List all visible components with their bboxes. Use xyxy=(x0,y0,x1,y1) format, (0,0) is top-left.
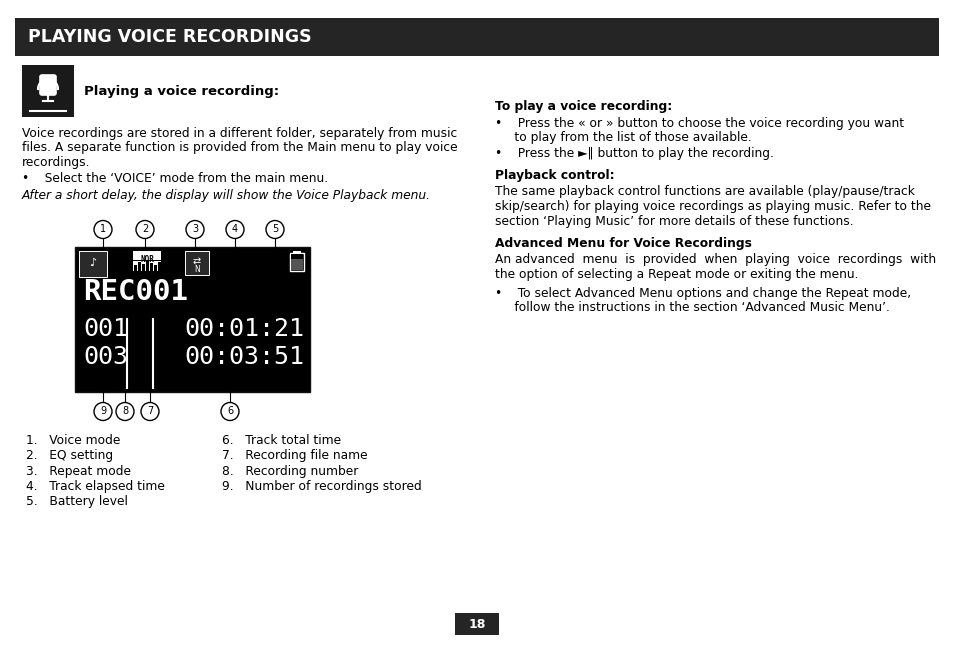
FancyBboxPatch shape xyxy=(40,75,56,95)
Text: 6: 6 xyxy=(227,406,233,417)
Text: •    To select Advanced Menu options and change the Repeat mode,: • To select Advanced Menu options and ch… xyxy=(495,286,910,299)
Circle shape xyxy=(94,221,112,239)
Text: 001: 001 xyxy=(83,317,128,341)
Text: Playing a voice recording:: Playing a voice recording: xyxy=(84,84,279,97)
Text: files. A separate function is provided from the Main menu to play voice: files. A separate function is provided f… xyxy=(22,141,457,155)
Text: To play a voice recording:: To play a voice recording: xyxy=(495,100,672,113)
Bar xyxy=(150,263,152,270)
Bar xyxy=(185,250,209,275)
Text: 4: 4 xyxy=(232,224,238,235)
Text: 8.   Recording number: 8. Recording number xyxy=(222,464,358,477)
Text: An advanced  menu  is  provided  when  playing  voice  recordings  with: An advanced menu is provided when playin… xyxy=(495,253,935,266)
Bar xyxy=(138,261,141,270)
Text: recordings.: recordings. xyxy=(22,156,91,169)
Bar xyxy=(142,264,145,270)
Text: 5: 5 xyxy=(272,224,278,235)
Bar xyxy=(22,65,74,117)
Bar xyxy=(79,250,107,277)
Text: skip/search) for playing voice recordings as playing music. Refer to the: skip/search) for playing voice recording… xyxy=(495,200,930,213)
Bar xyxy=(291,253,303,259)
Circle shape xyxy=(186,221,204,239)
Text: ⇄: ⇄ xyxy=(193,257,201,266)
Text: N: N xyxy=(193,264,200,273)
Bar xyxy=(132,261,161,270)
Circle shape xyxy=(141,402,159,421)
Text: NOR: NOR xyxy=(140,253,153,263)
Circle shape xyxy=(136,221,153,239)
Text: 6.   Track total time: 6. Track total time xyxy=(222,433,341,446)
Text: 3: 3 xyxy=(192,224,198,235)
Text: Voice recordings are stored in a different folder, separately from music: Voice recordings are stored in a differe… xyxy=(22,127,456,140)
Text: the option of selecting a Repeat mode or exiting the menu.: the option of selecting a Repeat mode or… xyxy=(495,268,858,281)
Bar xyxy=(133,264,137,270)
Bar xyxy=(15,18,938,56)
Bar xyxy=(455,613,498,635)
Text: •    Press the ►‖ button to play the recording.: • Press the ►‖ button to play the record… xyxy=(495,146,773,159)
Text: section ‘Playing Music’ for more details of these functions.: section ‘Playing Music’ for more details… xyxy=(495,215,853,228)
Circle shape xyxy=(94,402,112,421)
Text: 18: 18 xyxy=(468,617,485,631)
Text: 00:01:21: 00:01:21 xyxy=(184,317,304,341)
Circle shape xyxy=(221,402,239,421)
Text: 7: 7 xyxy=(147,406,153,417)
Text: 2.   EQ setting: 2. EQ setting xyxy=(26,449,113,462)
Text: NOR: NOR xyxy=(140,255,153,264)
Text: 9.   Number of recordings stored: 9. Number of recordings stored xyxy=(222,480,421,493)
Text: 1: 1 xyxy=(100,224,106,235)
Text: ♪: ♪ xyxy=(90,259,96,268)
Text: 2: 2 xyxy=(142,224,148,235)
Text: to play from the list of those available.: to play from the list of those available… xyxy=(495,131,751,144)
Circle shape xyxy=(116,402,133,421)
Bar xyxy=(293,250,301,253)
Circle shape xyxy=(226,221,244,239)
Text: •    Press the « or » button to choose the voice recording you want: • Press the « or » button to choose the … xyxy=(495,117,903,130)
Text: follow the instructions in the section ‘Advanced Music Menu’.: follow the instructions in the section ‘… xyxy=(495,301,889,314)
Text: 9: 9 xyxy=(100,406,106,417)
Circle shape xyxy=(266,221,284,239)
Text: 00:03:51: 00:03:51 xyxy=(184,344,304,368)
Text: 1.   Voice mode: 1. Voice mode xyxy=(26,433,120,446)
Text: REC001: REC001 xyxy=(83,279,188,306)
Text: 5.   Battery level: 5. Battery level xyxy=(26,495,128,508)
Text: 8: 8 xyxy=(122,406,128,417)
Text: Advanced Menu for Voice Recordings: Advanced Menu for Voice Recordings xyxy=(495,237,751,250)
Text: 4.   Track elapsed time: 4. Track elapsed time xyxy=(26,480,165,493)
Bar xyxy=(290,252,304,270)
Text: PLAYING VOICE RECORDINGS: PLAYING VOICE RECORDINGS xyxy=(28,28,312,46)
Text: 3.   Repeat mode: 3. Repeat mode xyxy=(26,464,131,477)
Text: 003: 003 xyxy=(83,344,128,368)
Bar xyxy=(132,250,161,259)
Bar xyxy=(291,253,303,270)
Text: Playback control:: Playback control: xyxy=(495,169,614,182)
Bar xyxy=(75,246,310,392)
Text: After a short delay, the display will show the Voice Playback menu.: After a short delay, the display will sh… xyxy=(22,189,431,202)
Bar xyxy=(146,261,149,270)
Text: The same playback control functions are available (play/pause/track: The same playback control functions are … xyxy=(495,186,914,199)
Text: •    Select the ‘VOICE’ mode from the main menu.: • Select the ‘VOICE’ mode from the main … xyxy=(22,172,328,186)
Bar xyxy=(153,264,157,270)
Text: 7.   Recording file name: 7. Recording file name xyxy=(222,449,367,462)
Bar xyxy=(158,261,161,270)
